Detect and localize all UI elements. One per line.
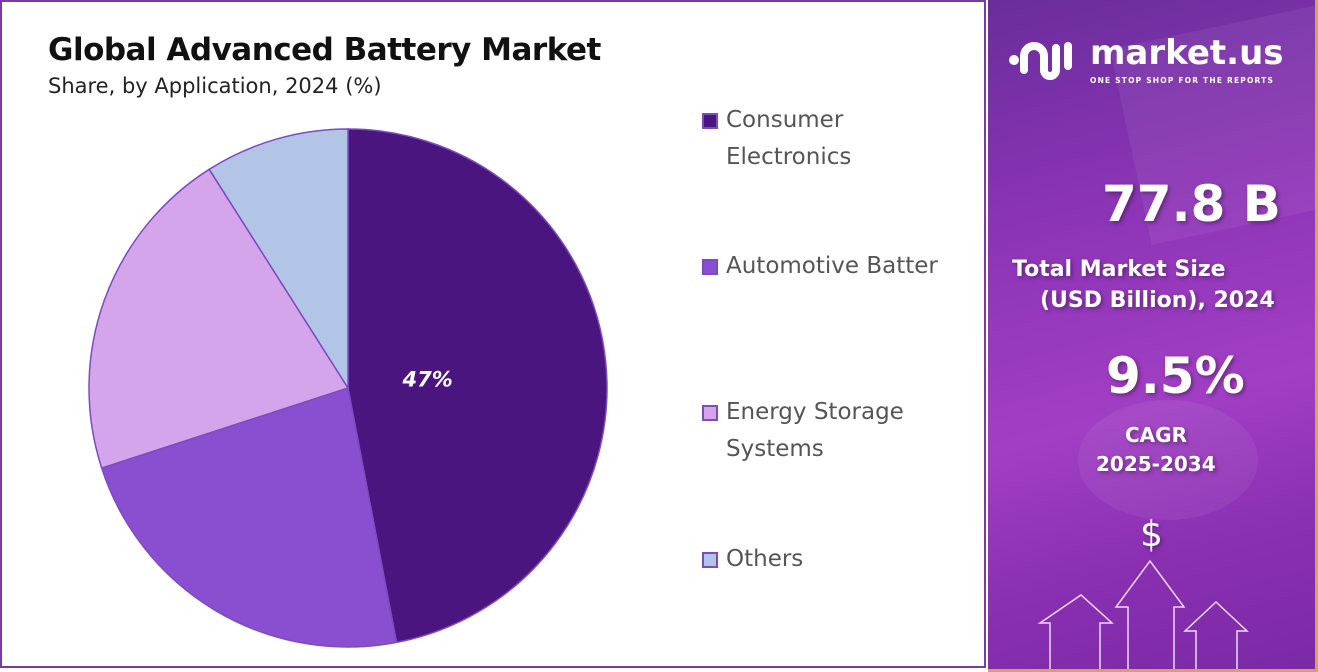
dollar-icon: $ [1140,514,1163,555]
legend-label: Consumer [726,107,844,133]
legend-item-consumer-electronics[interactable]: Consumer Electronics [702,106,972,176]
logo-icon [1009,42,1072,80]
legend-item-automotive[interactable]: Automotive Batter [702,252,972,285]
legend-label: Systems [726,436,824,462]
legend-label: Automotive Batter [726,253,938,279]
chart-panel: Global Advanced Battery Market Share, by… [0,0,986,668]
cagr-value: 9.5% [1106,347,1245,405]
market-us-logo: market.us ONE STOP SHOP FOR THE REPORTS [1008,32,1284,86]
growth-arrows-icon [1037,559,1249,669]
legend-swatch [702,113,718,129]
cagr-label: CAGR [1125,423,1187,447]
legend-swatch [702,259,718,275]
cagr-period: 2025-2034 [1096,452,1216,476]
data-label: 47% [401,367,452,391]
pie-chart: 47% [88,128,608,648]
chart-title: Global Advanced Battery Market [48,32,601,68]
legend-item-energy-storage[interactable]: Energy Storage Systems [702,398,972,468]
brand-name: market.us [1090,33,1284,73]
legend-label: Others [726,546,804,572]
market-size-value: 77.8 B [1102,175,1281,233]
legend-label: Electronics [726,144,852,170]
pie-slice-automotive-batter [100,387,398,648]
brand-tagline: ONE STOP SHOP FOR THE REPORTS [1090,76,1275,85]
brand-text: market.us ONE STOP SHOP FOR THE REPORTS [1080,32,1284,86]
summary-panel: market.us ONE STOP SHOP FOR THE REPORTS … [988,0,1318,672]
legend-item-others[interactable]: Others [702,545,972,578]
chart-subtitle: Share, by Application, 2024 (%) [48,74,382,98]
pie-slice-others [208,128,349,391]
legend-swatch [702,552,718,568]
background-decoration [1078,400,1258,520]
pie-slice-energy-storage-systems [88,168,350,469]
legend-label: Energy Storage [726,399,904,425]
pie-slice-consumer-electronics [347,128,608,644]
legend-swatch [702,405,718,421]
market-size-label-unit: (USD Billion), 2024 [1040,288,1275,313]
market-size-label: Total Market Size [1012,257,1226,282]
